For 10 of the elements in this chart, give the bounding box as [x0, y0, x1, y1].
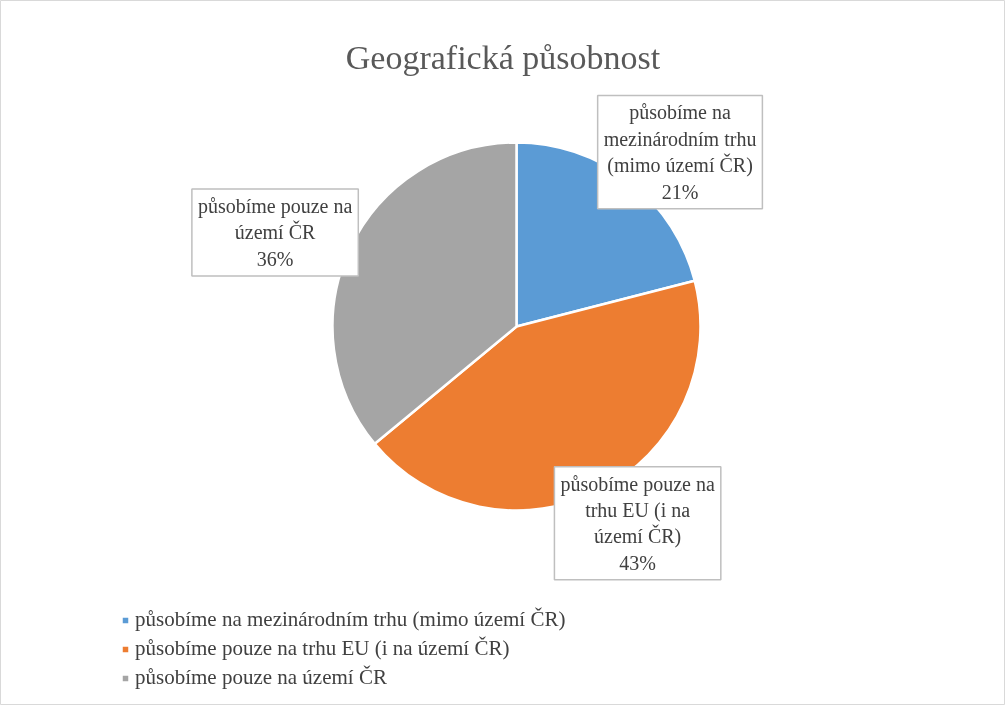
slice-label: působíme pouze na trhu EU (i na území ČR): [560, 472, 715, 549]
slice-label: působíme pouze na území ČR: [197, 195, 353, 244]
legend-label: působíme na mezinárodním trhu (mimo území ČR): [135, 607, 566, 632]
legend-label: působíme pouze na trhu EU (i na území ČR): [135, 636, 510, 661]
data-label: 43%: [619, 551, 656, 574]
data-label: 36%: [256, 247, 294, 270]
data-label: 21%: [661, 180, 699, 203]
slice-label: působíme na mezinárodním trhu (mimo území ČR): [603, 101, 757, 178]
chart-title: Geografická působnost: [345, 38, 661, 76]
legend-label: působíme pouze na území ČR: [135, 665, 387, 690]
